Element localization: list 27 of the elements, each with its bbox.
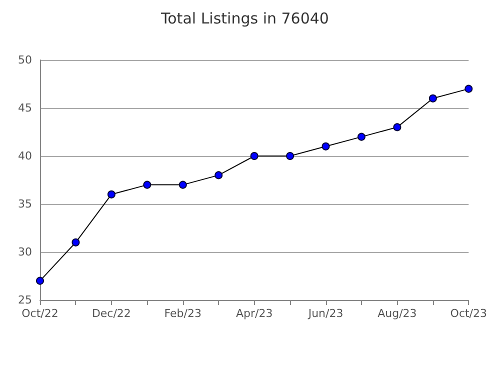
x-tick-label: Oct/23 (450, 307, 488, 320)
chart-title: Total Listings in 76040 (160, 10, 329, 28)
y-tick-label: 40 (18, 150, 32, 162)
point (428, 94, 437, 102)
point (72, 238, 80, 246)
x-tick-label: Aug/23 (378, 307, 417, 320)
point (286, 152, 294, 160)
y-tick-label: 30 (18, 246, 32, 258)
y-tick-label: 45 (18, 102, 32, 114)
point (178, 180, 187, 189)
x-tick-label: Dec/22 (92, 307, 131, 320)
x-tick-label: Oct/22 (22, 307, 58, 320)
point (107, 190, 116, 198)
y-tick-label: 25 (18, 294, 32, 306)
point (393, 123, 402, 132)
point (36, 276, 44, 285)
y-tick-label: 35 (18, 198, 32, 210)
point (143, 180, 152, 189)
point (357, 132, 366, 141)
x-tick-label: Jun/23 (307, 307, 344, 320)
x-tick-label: Apr/23 (236, 307, 273, 320)
point (214, 171, 223, 180)
point (322, 142, 330, 150)
point (464, 84, 473, 93)
point (250, 152, 258, 160)
y-tick-label: 50 (18, 54, 32, 66)
x-tick-label: Feb/23 (164, 307, 202, 320)
